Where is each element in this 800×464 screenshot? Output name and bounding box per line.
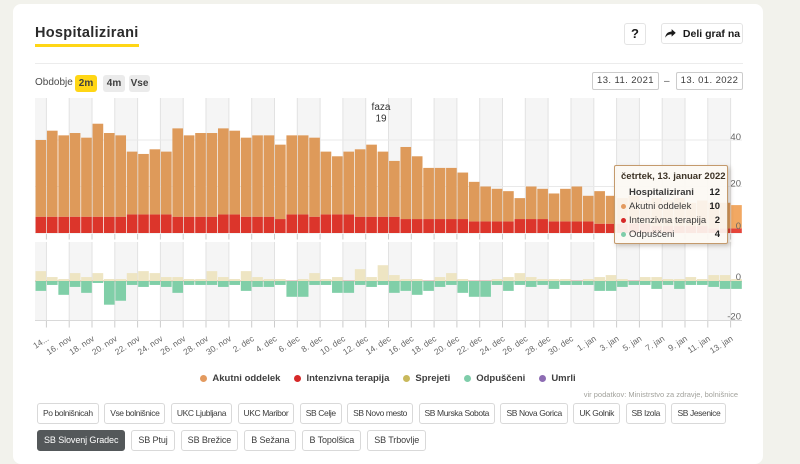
svg-text:7. jan: 7. jan <box>643 333 666 353</box>
svg-text:4. dec: 4. dec <box>254 333 279 354</box>
svg-text:9. jan: 9. jan <box>666 333 689 353</box>
svg-text:1. jan: 1. jan <box>575 333 598 353</box>
svg-text:11. jan: 11. jan <box>686 333 713 355</box>
svg-text:5. jan: 5. jan <box>621 333 644 353</box>
svg-text:3. jan: 3. jan <box>598 333 621 353</box>
svg-text:faza: faza <box>372 102 391 113</box>
svg-text:40: 40 <box>730 132 741 143</box>
svg-text:30. dec: 30. dec <box>546 333 575 357</box>
svg-text:0: 0 <box>736 221 741 232</box>
svg-text:-20: -20 <box>727 311 741 322</box>
svg-text:20: 20 <box>730 178 741 189</box>
svg-text:6. dec: 6. dec <box>277 333 302 354</box>
svg-text:13. jan: 13. jan <box>708 333 735 355</box>
svg-text:30. nov: 30. nov <box>204 333 233 357</box>
svg-text:0: 0 <box>736 272 741 283</box>
svg-text:2. dec: 2. dec <box>231 333 256 354</box>
svg-text:19: 19 <box>375 114 387 125</box>
